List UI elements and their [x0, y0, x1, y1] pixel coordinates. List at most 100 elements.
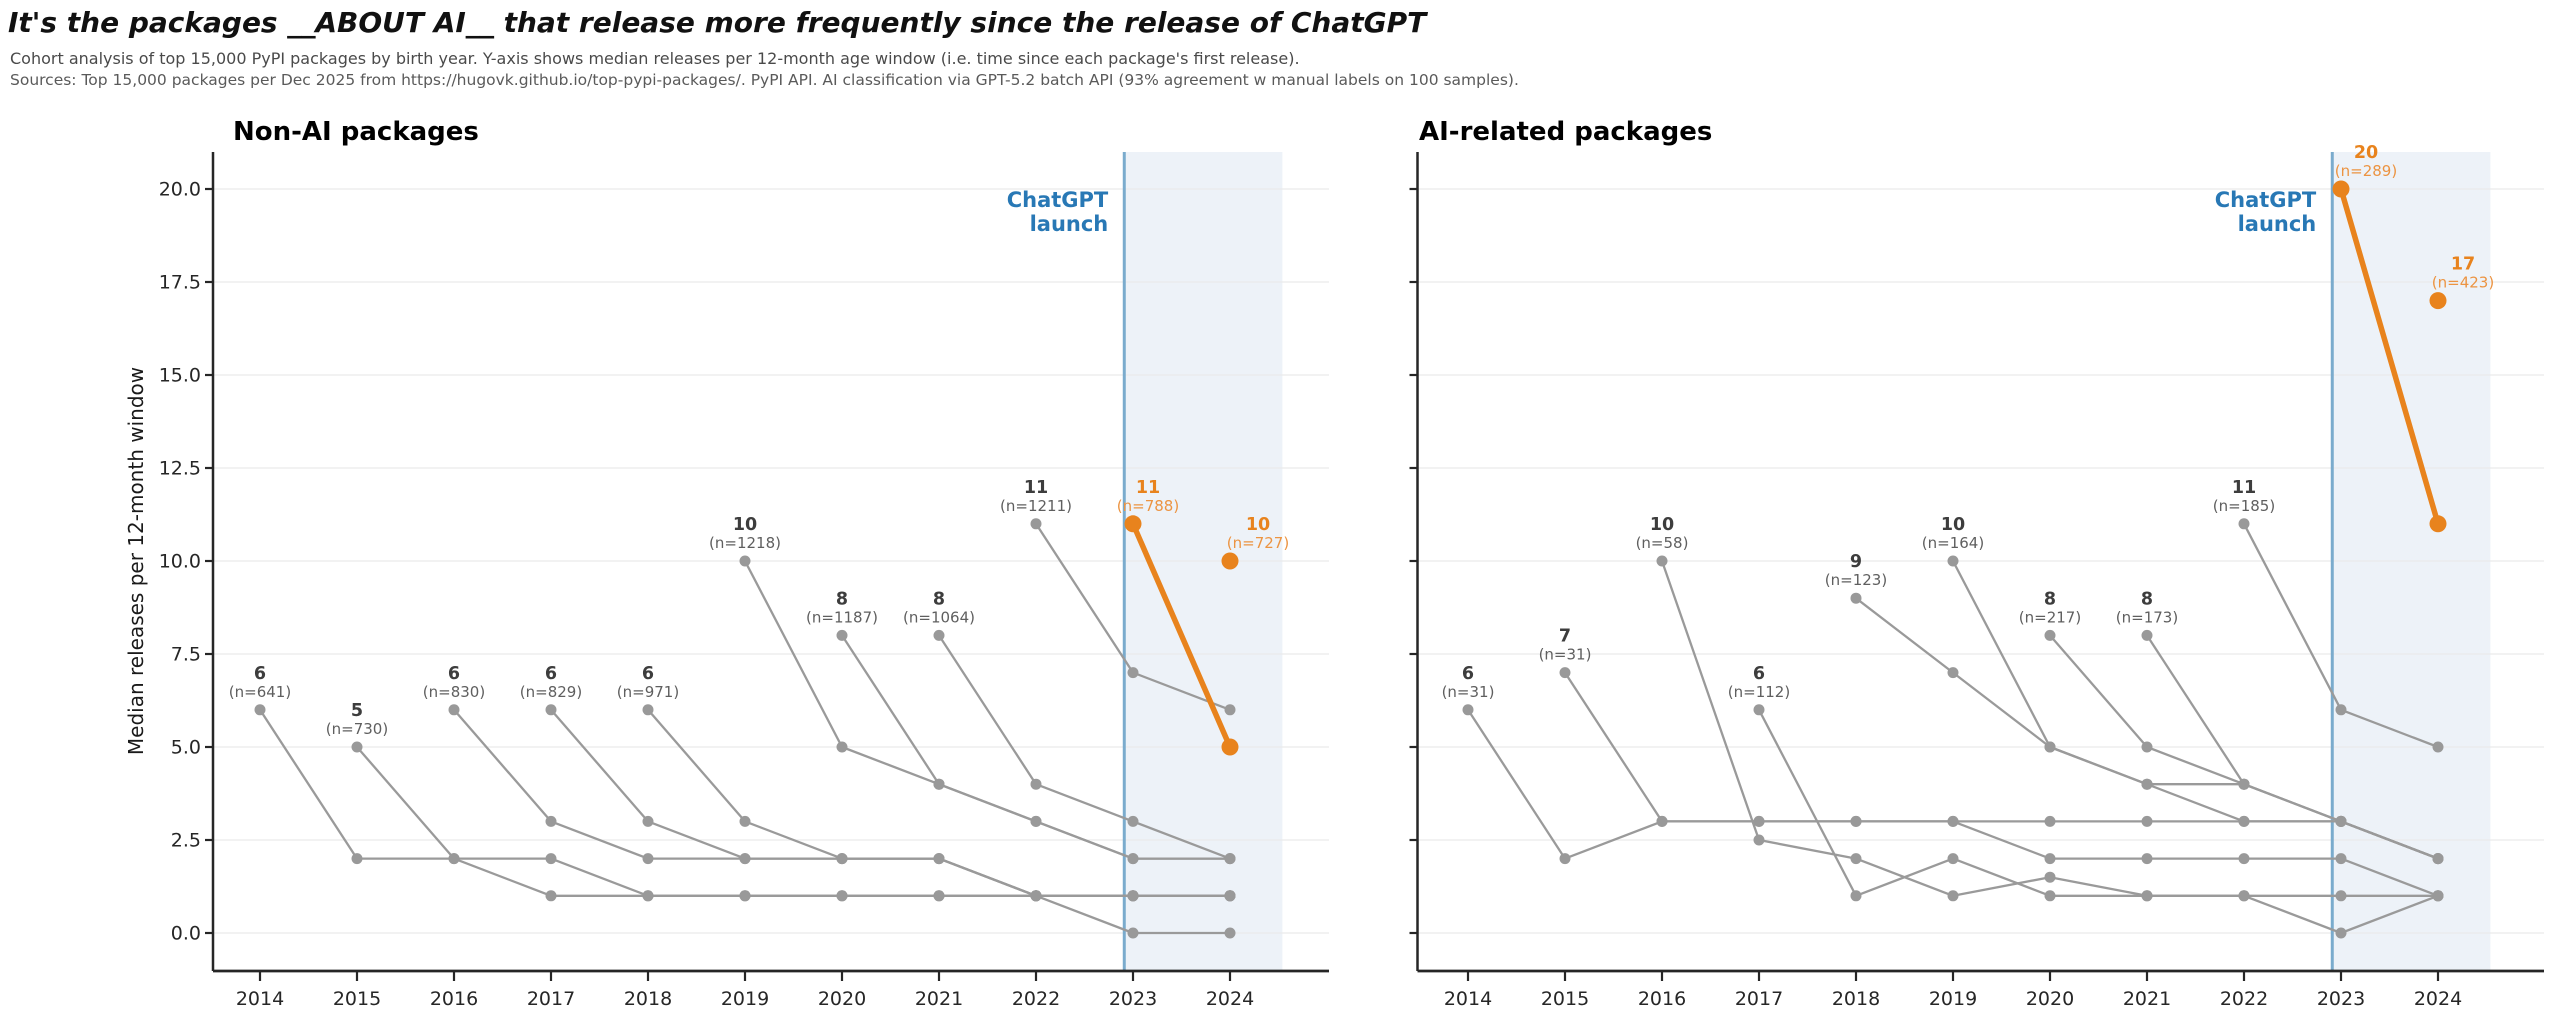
cohort-2015-marker	[739, 890, 751, 902]
y-tick-label: 17.5	[159, 272, 201, 294]
cohort-2017-line	[1757, 708, 2440, 897]
cohort-2017-annotation: 6(n=829)	[520, 664, 582, 701]
cohort-2017-annotation: 6(n=112)	[1728, 664, 1790, 701]
cohort-2018-marker	[1947, 667, 1959, 679]
cohort-2018-marker	[1850, 592, 1862, 604]
cohort-2018-marker	[1127, 890, 1139, 902]
cohort-2015-series: 5(n=730)	[326, 701, 1236, 902]
cohort-2020-marker	[1127, 853, 1139, 865]
y-tick-label: 7.5	[171, 644, 201, 666]
x-tick-label: 2020	[818, 988, 866, 1010]
cohort-2017-marker	[642, 815, 654, 827]
cohort-2016-annotation: 10(n=58)	[1636, 515, 1689, 552]
cohort-2024-series: 17(n=423)	[2429, 255, 2494, 310]
cohort-2021-marker	[1030, 778, 1042, 790]
cohort-2018-marker	[836, 853, 848, 865]
x-tick-label: 2019	[721, 988, 769, 1010]
cohort-2019-annotation: 10(n=1218)	[709, 515, 781, 552]
cohort-2023-annotation: 11(n=788)	[1117, 478, 1179, 515]
cohort-2024-series: 10(n=727)	[1221, 515, 1289, 570]
cohort-2023-marker	[2429, 515, 2447, 533]
cohort-2017-marker	[545, 704, 557, 716]
svg-text:10: 10	[1246, 515, 1270, 535]
cohort-2015-marker	[2044, 815, 2056, 827]
svg-text:5: 5	[351, 701, 363, 721]
cohort-2022-marker	[1030, 518, 1042, 530]
cohort-2015-line	[355, 745, 1232, 897]
cohort-2024-marker	[1221, 552, 1239, 570]
x-tick-label: 2021	[915, 988, 963, 1010]
svg-text:(n=123): (n=123)	[1825, 571, 1887, 589]
cohort-2016-marker	[2044, 871, 2056, 883]
cohort-2015-marker	[1656, 815, 1668, 827]
cohort-2015-marker	[448, 853, 460, 865]
cohort-2015-series: 7(n=31)	[1539, 627, 2444, 865]
cohort-2017-marker	[1947, 853, 1959, 865]
x-tick-label: 2020	[2026, 988, 2074, 1010]
svg-text:(n=830): (n=830)	[423, 683, 485, 701]
y-tick-label: 2.5	[171, 830, 201, 852]
cohort-2018-marker	[642, 704, 654, 716]
cohort-2020-marker	[2044, 629, 2056, 641]
svg-text:launch: launch	[1030, 212, 1109, 236]
x-tick-label: 2022	[2220, 988, 2268, 1010]
svg-text:launch: launch	[2238, 212, 2317, 236]
cohort-2021-marker	[1127, 815, 1139, 827]
cohort-2021-marker	[933, 629, 945, 641]
x-tick-label: 2014	[1444, 988, 1492, 1010]
x-tick-label: 2015	[333, 988, 381, 1010]
cohort-2021-annotation: 8(n=173)	[2116, 589, 2178, 626]
svg-text:10: 10	[1941, 515, 1965, 535]
x-tick-label: 2015	[1541, 988, 1589, 1010]
cohort-2014-marker	[254, 704, 266, 716]
x-tick-label: 2017	[527, 988, 575, 1010]
cohort-2021-line	[2145, 634, 2440, 860]
cohort-2024-annotation: 10(n=727)	[1227, 515, 1289, 552]
figure-title: It's the packages __ABOUT AI__ that rele…	[8, 6, 1427, 39]
svg-text:(n=217): (n=217)	[2019, 608, 2081, 626]
svg-text:(n=727): (n=727)	[1227, 534, 1289, 552]
axes: 0.0 2.5 5.0 7.5 10.0 12.5 15.0 17.5 20.0 2014 2015…	[159, 152, 1329, 1010]
cohort-2021-marker	[2141, 629, 2153, 641]
figure-sources: Sources: Top 15,000 packages per Dec 202…	[10, 71, 1519, 89]
cohort-2014-marker	[2044, 853, 2056, 865]
svg-text:11: 11	[1136, 478, 1160, 498]
cohort-2015-line	[1563, 671, 2440, 860]
cohort-2014-marker	[1127, 927, 1139, 939]
cohort-2014-series: 6(n=31)	[1442, 664, 2444, 902]
y-tick-label: 12.5	[159, 458, 201, 480]
cohort-2016-marker	[448, 704, 460, 716]
y-axis-label: Median releases per 12-month window	[124, 367, 148, 755]
cohort-2022-marker	[2432, 741, 2444, 753]
figure-subtitle: Cohort analysis of top 15,000 PyPI packa…	[10, 49, 1300, 68]
cohort-2023-marker	[2332, 180, 2350, 198]
y-tick-label: 20.0	[159, 179, 201, 201]
x-tick-label: 2024	[1206, 988, 1254, 1010]
svg-text:8: 8	[2141, 589, 2153, 609]
cohort-2023-marker	[1221, 738, 1239, 756]
cohort-2016-marker	[1656, 555, 1668, 567]
cohort-2015-marker	[642, 890, 654, 902]
x-tick-label: 2024	[2414, 988, 2462, 1010]
svg-text:(n=1187): (n=1187)	[806, 608, 878, 626]
svg-text:ChatGPT: ChatGPT	[2215, 188, 2317, 212]
cohort-2015-marker	[2141, 815, 2153, 827]
svg-text:6: 6	[642, 664, 654, 684]
y-tick-label: 5.0	[171, 737, 201, 759]
svg-text:11: 11	[2232, 478, 2256, 498]
svg-text:(n=164): (n=164)	[1922, 534, 1984, 552]
cohort-2020-annotation: 8(n=217)	[2019, 589, 2081, 626]
svg-text:6: 6	[545, 664, 557, 684]
cohort-2019-marker	[836, 741, 848, 753]
svg-text:8: 8	[2044, 589, 2056, 609]
cohort-2014-marker	[545, 890, 557, 902]
cohort-2016-annotation: 6(n=830)	[423, 664, 485, 701]
cohort-2015-marker	[1559, 667, 1571, 679]
cohort-2014-marker	[2335, 853, 2347, 865]
cohort-2015-marker	[351, 741, 363, 753]
cohort-2020-annotation: 8(n=1187)	[806, 589, 878, 626]
svg-text:8: 8	[836, 589, 848, 609]
